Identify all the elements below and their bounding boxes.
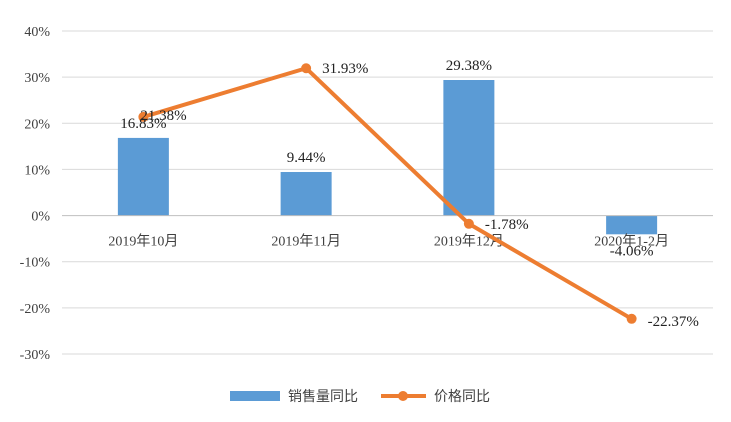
x-tick-label: 2020年1-2月 [594, 234, 669, 250]
bar [606, 215, 658, 235]
y-axis-tick-labels: 40% 30% 20% 10% 0% -10% -20% -30% [20, 25, 51, 363]
gridlines [62, 30, 713, 355]
line-point [463, 218, 474, 229]
legend-label-line: 价格同比 [434, 389, 490, 405]
bar-data-label: 29.38% [446, 58, 492, 74]
legend: 销售量同比 价格同比 [230, 389, 490, 405]
bar [443, 80, 495, 216]
x-axis-tick-labels: 2019年10月 2019年11月 2019年12月 2020年1-2月 [108, 234, 669, 250]
x-tick-label: 2019年12月 [434, 234, 504, 250]
price-line [142, 66, 633, 321]
y-tick-label: 30% [24, 71, 50, 86]
bar-data-label: 16.83% [120, 116, 166, 132]
y-tick-label: 20% [24, 117, 50, 132]
y-tick-label: -10% [20, 256, 51, 271]
bar [117, 137, 169, 216]
x-tick-label: 2019年10月 [108, 234, 178, 250]
y-tick-label: -20% [20, 302, 51, 317]
line-data-label: 31.93% [322, 61, 368, 77]
bar-series [117, 80, 658, 235]
line-data-labels: 21.38% 31.93% -1.78% -22.37% [140, 61, 699, 330]
legend-label-bar: 销售量同比 [288, 389, 358, 405]
y-tick-label: 40% [24, 25, 50, 40]
y-tick-label: 10% [24, 163, 50, 178]
legend-swatch-bar [230, 391, 280, 401]
line-point [626, 313, 637, 324]
line-data-label: 21.38% [140, 108, 186, 124]
line-data-label: -22.37% [648, 314, 699, 330]
line-series [138, 63, 637, 324]
x-tick-label: 2019年11月 [271, 234, 340, 250]
y-tick-label: 0% [31, 210, 50, 225]
bar-data-label: 9.44% [287, 150, 326, 166]
line-point [301, 63, 312, 74]
line-point [138, 111, 149, 122]
y-tick-label: -30% [20, 348, 51, 363]
legend-marker-line [398, 391, 408, 401]
bar [280, 172, 332, 216]
bar-data-label: -4.06% [610, 243, 654, 259]
bar-data-labels: 16.83% 9.44% 29.38% -4.06% [120, 58, 653, 259]
line-data-label: -1.78% [485, 217, 529, 233]
